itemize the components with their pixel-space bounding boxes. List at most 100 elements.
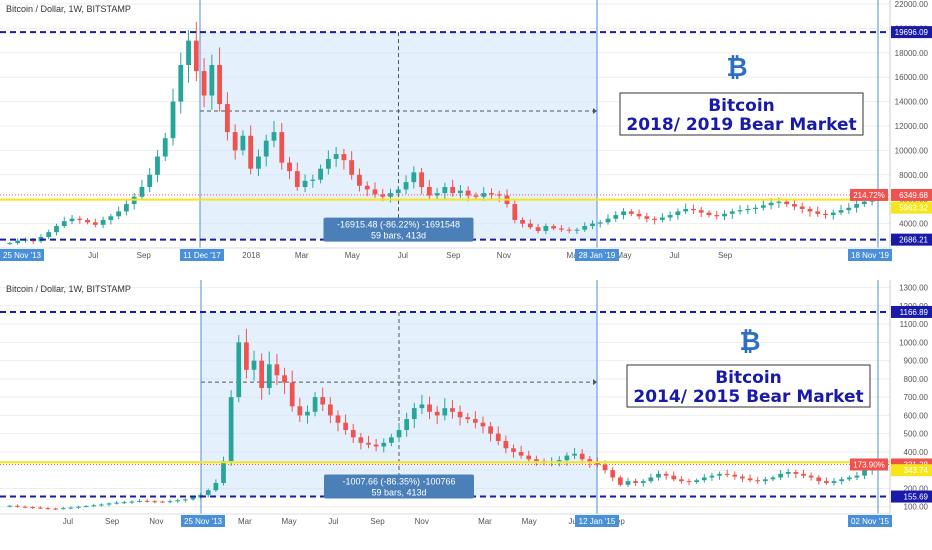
- candle-body: [45, 508, 51, 510]
- date-label-tag: [0, 249, 44, 261]
- candle-body: [76, 506, 81, 508]
- time-axis-tick-label: Jul: [669, 251, 679, 260]
- candle-body: [745, 208, 751, 211]
- candle-body: [556, 460, 562, 462]
- candle-body: [7, 505, 13, 507]
- candle-body: [320, 397, 326, 405]
- candle-body: [294, 171, 300, 187]
- candle-body: [605, 218, 611, 223]
- candle-body: [302, 180, 308, 187]
- support-price-label: 155.69: [904, 493, 929, 502]
- candle-body: [349, 160, 355, 175]
- candle-body: [310, 179, 316, 181]
- candle-body: [566, 229, 572, 231]
- candle-body: [404, 419, 410, 431]
- candle-body: [489, 193, 494, 195]
- candle-body: [768, 202, 774, 206]
- candle-body: [100, 219, 106, 225]
- candle-body: [91, 505, 97, 507]
- candle-body: [784, 201, 790, 205]
- candle-body: [236, 342, 242, 398]
- candle-body: [543, 226, 549, 231]
- candle-body: [526, 455, 532, 460]
- date-label-tag: [575, 515, 619, 527]
- price-axis-tick-label: 10000.00: [895, 146, 929, 155]
- candle-body: [287, 162, 292, 172]
- price-axis-tick-label: 8000.00: [899, 171, 928, 180]
- candle-body: [419, 172, 424, 187]
- measure-label-line-2: 59 bars, 413d: [371, 488, 426, 498]
- candle-body: [450, 187, 456, 194]
- candle-body: [155, 156, 160, 175]
- date-label: 12 Jan '15: [579, 517, 616, 526]
- candle-body: [778, 473, 783, 478]
- candle-body: [683, 208, 689, 212]
- candle-body: [442, 408, 448, 416]
- price-axis-tick-label: 100.00: [904, 503, 929, 512]
- candle-body: [224, 104, 230, 133]
- candle-body: [574, 229, 580, 231]
- candle-body: [830, 212, 836, 216]
- candle-body: [511, 448, 516, 452]
- candle-body: [582, 226, 588, 230]
- current-price-label: 6349.68: [899, 191, 928, 200]
- time-axis-tick-label: May: [345, 251, 360, 260]
- candle-body: [698, 210, 704, 213]
- candle-body: [714, 215, 720, 217]
- measure-label-line-2: 59 bars, 413d: [371, 231, 426, 241]
- candle-body: [450, 408, 455, 412]
- candle-body: [839, 479, 845, 482]
- candle-body: [679, 479, 684, 482]
- candle-body: [15, 505, 20, 507]
- price-axis-tick-label: 500.00: [904, 430, 929, 439]
- chart-panel-2: Bitcoin / Dollar, 1W, BITSTAMP Bitcoin201…: [0, 280, 932, 528]
- candle-body: [762, 479, 768, 482]
- price-axis-tick-label: 600.00: [904, 411, 929, 420]
- candle-body: [512, 204, 518, 220]
- price-axis-tick-label: 18000.00: [895, 49, 929, 58]
- current-price-label-tag: [891, 188, 932, 201]
- candle-body: [121, 502, 127, 504]
- candle-body: [312, 397, 318, 412]
- candle-body: [129, 501, 135, 503]
- candle-body: [628, 211, 634, 214]
- candle-body: [46, 232, 52, 238]
- measure-label-box: [324, 474, 474, 499]
- candle-body: [808, 475, 814, 478]
- candle-body: [266, 364, 272, 389]
- candle-body: [729, 211, 735, 214]
- candle-body: [717, 473, 722, 476]
- candle-body: [335, 415, 341, 423]
- measure-arrow-head: [593, 379, 597, 386]
- time-axis-tick-label: May: [522, 517, 537, 526]
- candle-body: [457, 411, 463, 418]
- candle-body: [656, 473, 661, 478]
- time-axis-tick-label: Mar: [478, 517, 492, 526]
- price-axis-background: [890, 280, 932, 528]
- candle-body: [709, 475, 715, 478]
- candle-body: [380, 194, 386, 197]
- candle-body: [551, 226, 557, 229]
- date-label-tag: [180, 249, 224, 261]
- candle-body: [434, 411, 440, 416]
- panel-separator: [0, 262, 932, 280]
- candle-body: [364, 185, 370, 190]
- candle-body: [579, 453, 585, 460]
- candle-body: [694, 480, 700, 483]
- candle-body: [54, 226, 59, 233]
- time-axis-tick-label: Sep: [105, 517, 120, 526]
- candle-body: [99, 504, 104, 506]
- candle-body: [496, 194, 502, 196]
- candle-body: [520, 219, 525, 224]
- price-axis-tick-label: 12000.00: [895, 122, 929, 131]
- price-axis-tick-label: 14000.00: [895, 98, 929, 107]
- candle-body: [205, 490, 211, 495]
- candle-body: [854, 475, 860, 478]
- candle-body: [53, 508, 58, 510]
- candle-body: [37, 507, 43, 509]
- candle-body: [60, 508, 66, 510]
- candle-body: [846, 207, 852, 211]
- candle-body: [282, 375, 287, 383]
- support-price-label-tag: [891, 233, 932, 246]
